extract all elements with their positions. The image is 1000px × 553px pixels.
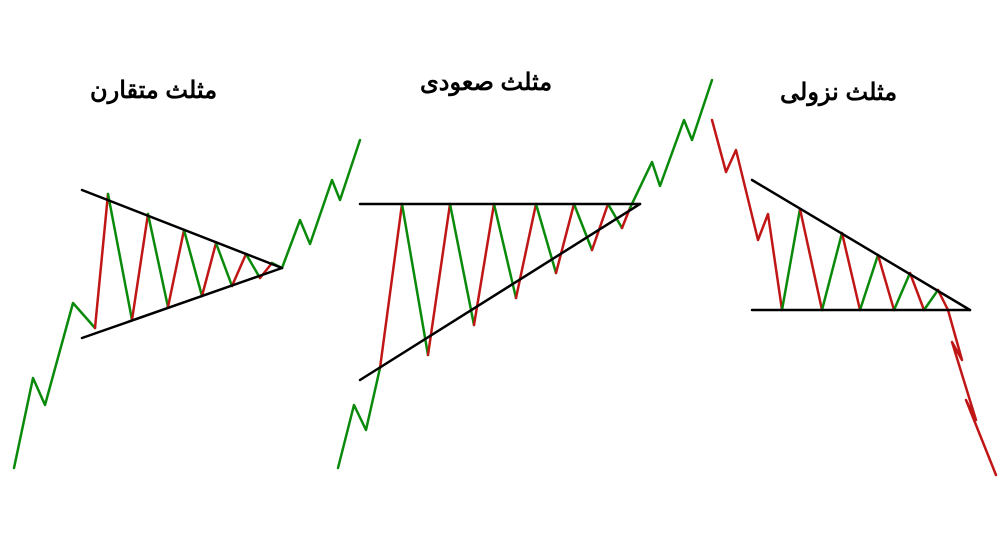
descending-segment-7 — [894, 273, 910, 310]
symmetrical-segment-1 — [95, 194, 108, 328]
ascending-segment-0 — [338, 368, 380, 468]
symmetrical-triangle-top — [82, 190, 282, 268]
descending-segment-0 — [712, 120, 782, 310]
descending-segment-11 — [948, 310, 996, 475]
symmetrical-triangle-bottom — [82, 268, 282, 338]
ascending-segment-1 — [380, 204, 402, 368]
descending-segment-9 — [924, 290, 938, 310]
symmetrical-segment-0 — [14, 303, 95, 468]
symmetrical-segment-8 — [216, 243, 232, 286]
descending-segment-5 — [860, 255, 878, 310]
descending-segment-3 — [822, 233, 842, 310]
symmetrical-segment-5 — [168, 230, 184, 307]
diagram-canvas — [0, 0, 1000, 553]
ascending-segment-7 — [516, 204, 536, 298]
symmetrical-segment-4 — [148, 214, 168, 307]
ascending-segment-2 — [402, 204, 428, 355]
descending-segment-4 — [842, 233, 860, 310]
ascending-segment-3 — [428, 204, 450, 355]
symmetrical-segment-12 — [272, 140, 360, 268]
ascending-segment-4 — [450, 204, 474, 325]
descending-segment-2 — [800, 209, 822, 310]
ascending-segment-9 — [556, 204, 574, 273]
symmetrical-segment-6 — [184, 230, 202, 296]
symmetrical-segment-3 — [132, 214, 148, 320]
symmetrical-segment-2 — [108, 194, 132, 320]
symmetrical-segment-7 — [202, 243, 216, 296]
descending-segment-1 — [782, 209, 800, 310]
ascending-segment-14 — [630, 80, 712, 208]
